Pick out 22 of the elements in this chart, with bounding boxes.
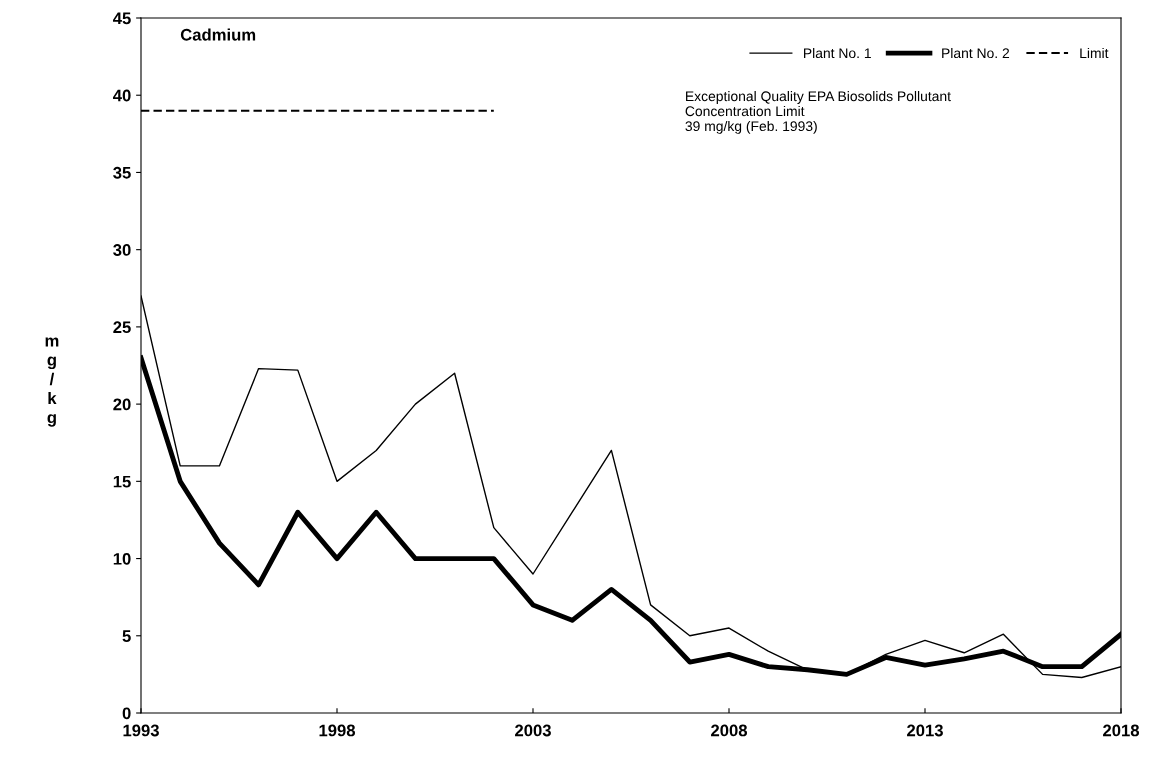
legend-label: Plant No. 2: [942, 47, 1010, 59]
y-tick-label: 5: [122, 630, 131, 642]
y-tick-label: 0: [122, 707, 131, 720]
x-tick-label: 1998: [319, 724, 356, 737]
x-tick-label: 2003: [515, 724, 551, 737]
y-tick-label: 10: [113, 552, 131, 565]
chart-title: Cadmium: [180, 28, 256, 41]
y-tick-label: 45: [112, 12, 131, 25]
annotation: Exceptional Quality EPA Biosolids Pollutant Concentration Limit 39 mg/kg (Feb. 1993): [685, 90, 951, 134]
y-tick-label: 35: [113, 166, 131, 179]
x-tick-label: 2008: [711, 724, 748, 737]
y-tick-label: 20: [113, 398, 131, 411]
y-tick-label: 30: [113, 244, 131, 256]
x-tick-label: 2018: [1103, 724, 1140, 737]
x-tick-label: 1993: [123, 724, 159, 737]
y-tick-label: 25: [113, 321, 131, 334]
legend-label: Plant No. 1: [804, 47, 871, 59]
x-tick-label: 2013: [907, 724, 943, 737]
y-axis-title: mg/kg: [45, 337, 59, 427]
legend-label: Limit: [1080, 47, 1109, 59]
y-tick-label: 15: [113, 475, 131, 488]
y-tick-label: 40: [112, 89, 131, 102]
